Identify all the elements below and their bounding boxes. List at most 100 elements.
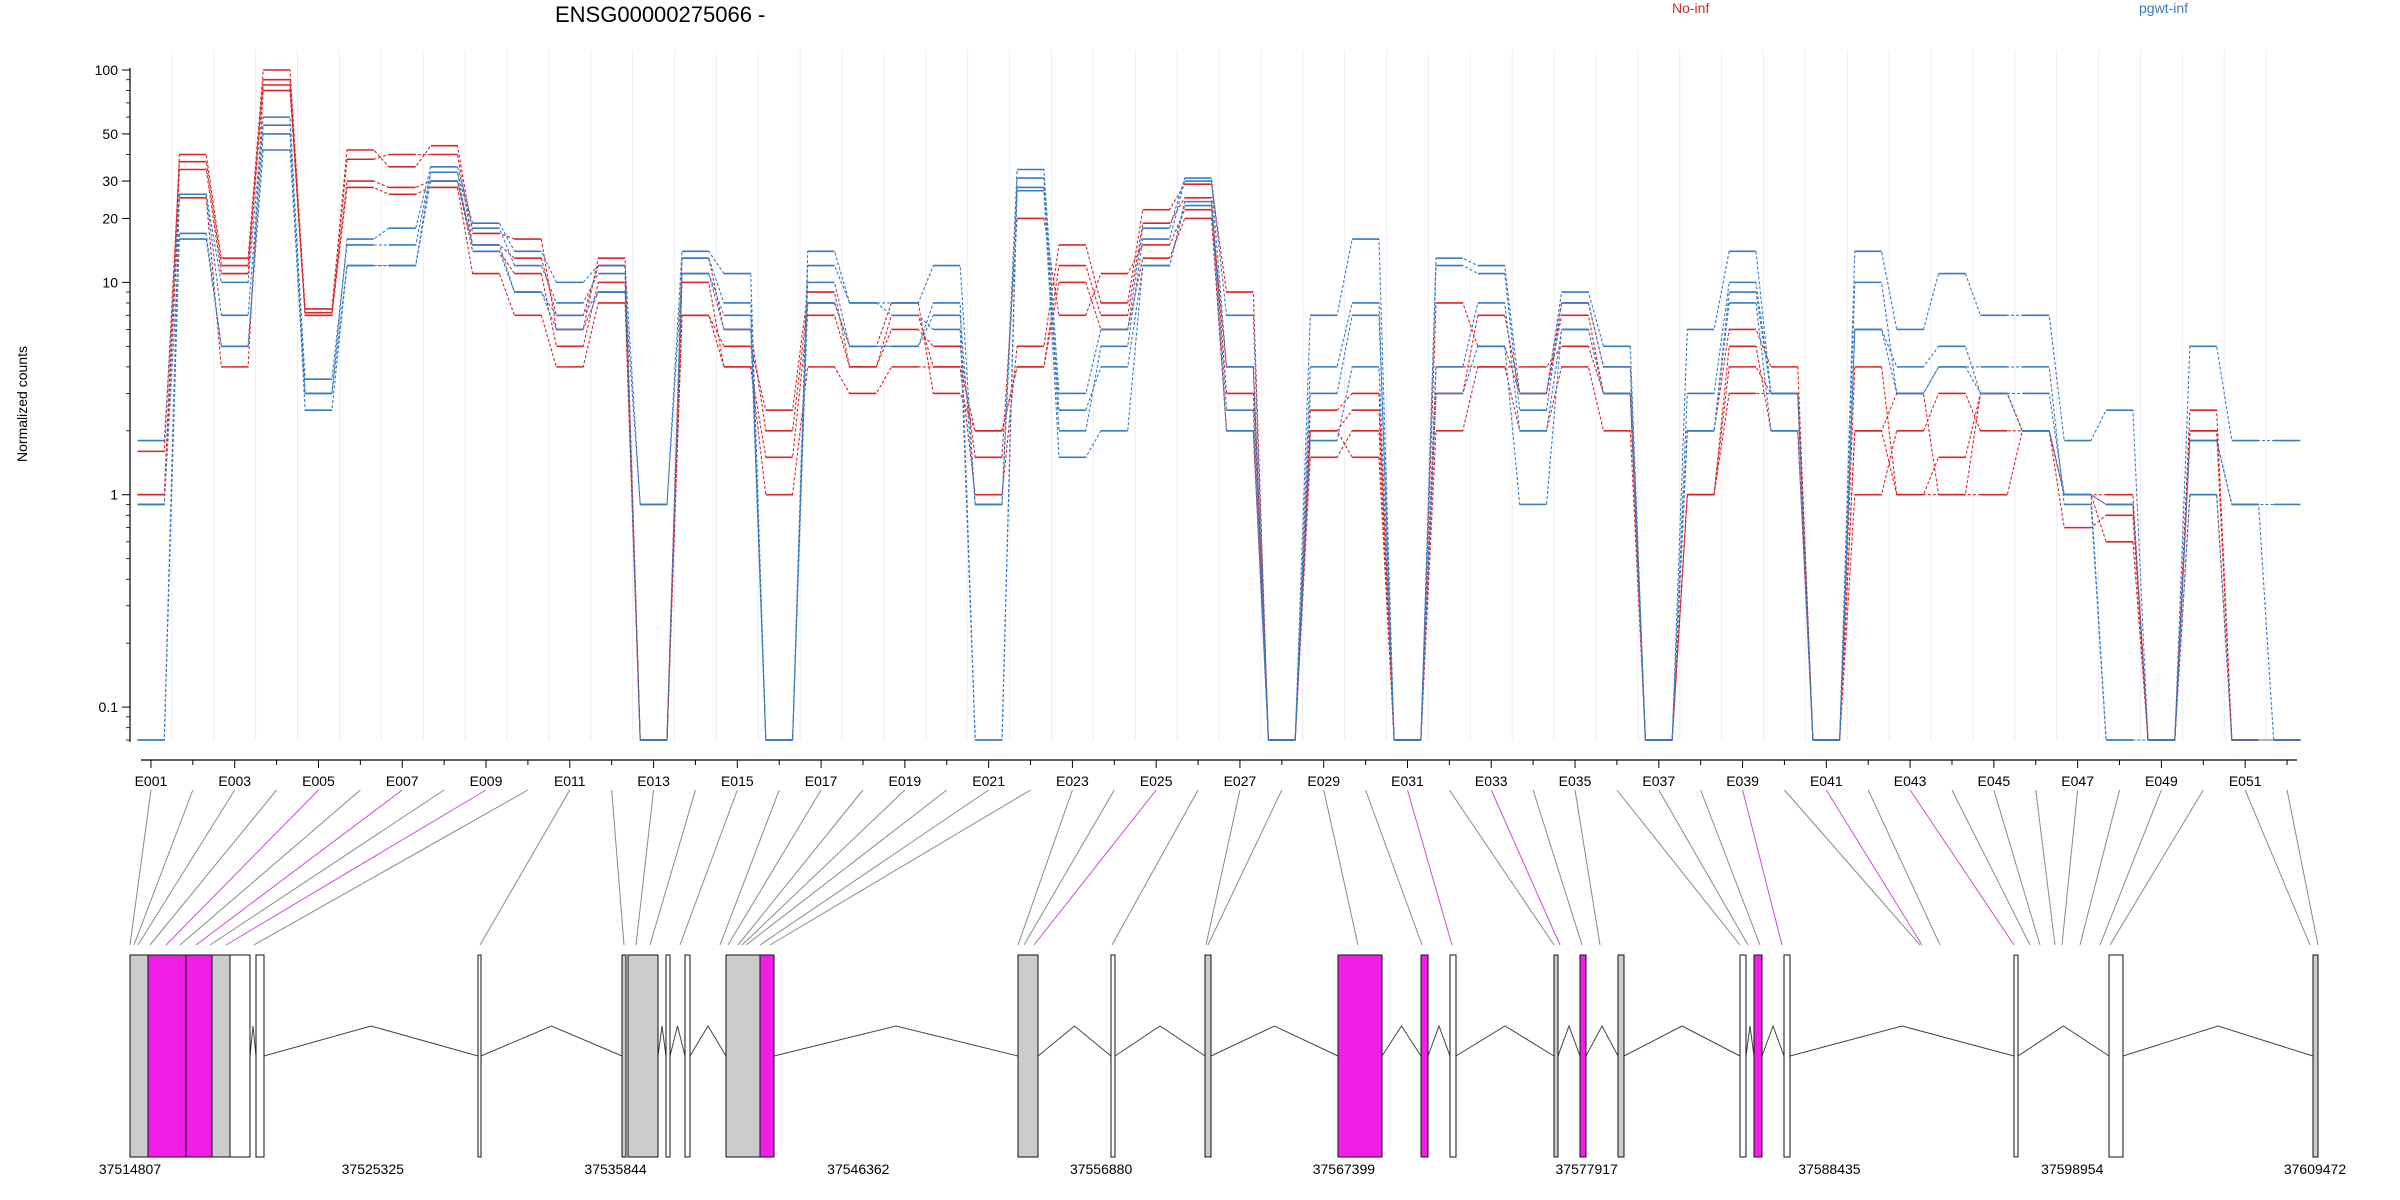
exon-box	[2013, 954, 2019, 1158]
x-axis: E001 E003 E005 E007 E009 E011 E013 E015 E017 E019…	[135, 759, 2298, 789]
exon-connector	[1574, 789, 1601, 946]
x-tick-label: E023	[1056, 773, 1089, 789]
exon-connector	[719, 789, 780, 946]
exon-box	[1617, 954, 1625, 1158]
exon-connector	[1658, 789, 1749, 946]
exon-connector	[195, 789, 403, 946]
exon-box	[684, 954, 691, 1158]
exon-connectors	[129, 789, 2319, 946]
exon-connector	[253, 789, 529, 946]
exon-connector	[2079, 789, 2121, 946]
exon-connector	[2244, 789, 2311, 946]
exon-connector	[679, 789, 738, 946]
x-tick-label: E049	[2145, 773, 2178, 789]
exon-connector	[611, 789, 625, 946]
y-tick-label: 10	[102, 274, 118, 290]
exon-connector	[179, 789, 361, 946]
series-line-no-inf	[137, 79, 2301, 741]
intron-line	[1381, 1025, 1422, 1057]
exon-connector	[1490, 789, 1561, 946]
x-tick-label: E033	[1475, 773, 1508, 789]
intron-line	[657, 1025, 667, 1057]
intron-line	[1557, 1024, 1581, 1057]
intron-line	[1114, 1025, 1206, 1057]
intron-line	[1761, 1024, 1785, 1057]
exon-box	[1204, 954, 1212, 1158]
exon-connector	[2061, 789, 2079, 946]
x-tick-label: E031	[1391, 773, 1424, 789]
exon-box	[1449, 954, 1457, 1158]
genomic-coordinate-label: 37588435	[1798, 1161, 1861, 1177]
x-tick-label: E047	[2061, 773, 2094, 789]
exon-connector	[479, 789, 571, 946]
exon-connector	[1700, 789, 1761, 946]
exon-connector	[2035, 789, 2056, 946]
x-tick-label: E021	[972, 773, 1005, 789]
x-tick-label: E045	[1978, 773, 2011, 789]
exon-connector	[1033, 789, 1157, 946]
exon-connector	[2099, 789, 2162, 946]
exon-connector	[741, 789, 906, 946]
intron-line	[263, 1025, 479, 1057]
intron-line	[1745, 1025, 1755, 1057]
exon-connector	[1017, 789, 1073, 946]
series-line-pgwt-inf	[137, 124, 2301, 741]
intron-line	[689, 1025, 727, 1057]
exon-box	[147, 954, 187, 1158]
exon-box	[1739, 954, 1747, 1158]
x-tick-label: E007	[386, 773, 419, 789]
exon-connector	[737, 789, 864, 946]
exon-box	[229, 954, 251, 1158]
exon-connector	[1448, 789, 1555, 946]
exon-box	[2312, 954, 2319, 1158]
exon-connector	[1023, 789, 1115, 946]
intron-line	[1037, 1025, 1112, 1057]
x-tick-label: E027	[1224, 773, 1257, 789]
exon-connector	[759, 789, 989, 946]
exon-connector	[1825, 789, 1923, 946]
genomic-coordinate-label: 37546362	[827, 1161, 890, 1177]
intron-line	[1455, 1025, 1555, 1057]
exon-connector	[1365, 789, 1423, 946]
y-tick-label: 1	[110, 487, 118, 503]
exon-connector	[1909, 789, 2015, 946]
chart-title: ENSG00000275066 -	[555, 2, 766, 27]
genomic-coordinate-label: 37577917	[1556, 1161, 1619, 1177]
exon-box	[1017, 954, 1039, 1158]
x-tick-label: E013	[637, 773, 670, 789]
intron-line	[2017, 1025, 2110, 1057]
x-tick-label: E015	[721, 773, 754, 789]
exon-connector	[635, 789, 655, 946]
y-tick-label: 20	[102, 210, 118, 226]
series-line-pgwt-inf	[137, 116, 2301, 741]
genomic-coordinate-label: 37525325	[342, 1161, 405, 1177]
legend-entry-pgwt-inf: pgwt-inf	[2139, 0, 2189, 16]
x-tick-label: E041	[1810, 773, 1843, 789]
genomic-coordinate-label: 37567399	[1313, 1161, 1376, 1177]
intron-line	[669, 1025, 686, 1057]
exon-connector	[129, 789, 152, 946]
genomic-coordinate-label: 37514807	[99, 1161, 162, 1177]
exon-box	[255, 954, 265, 1158]
exon-box	[627, 954, 659, 1158]
x-tick-label: E001	[135, 773, 168, 789]
intron-line	[773, 1025, 1019, 1057]
genomic-coordinate-label: 37609472	[2284, 1161, 2347, 1177]
exon-connector	[1111, 789, 1199, 946]
exon-box	[477, 954, 482, 1158]
exon-box	[185, 954, 213, 1158]
exon-connector	[1867, 789, 1941, 946]
x-tick-label: E051	[2229, 773, 2262, 789]
exon-connector	[2286, 789, 2319, 946]
exon-connector	[1407, 789, 1453, 946]
exon-box	[621, 954, 627, 1158]
exon-connector	[165, 789, 319, 946]
exon-box	[1110, 954, 1116, 1158]
exon-connector	[1532, 789, 1583, 946]
legend-entry-no-inf: No-inf	[1672, 0, 1710, 16]
exon-connector	[1742, 789, 1783, 946]
grid-lines	[171, 50, 2267, 740]
x-tick-label: E043	[1894, 773, 1927, 789]
intron-line	[1789, 1025, 2015, 1057]
x-tick-label: E005	[302, 773, 335, 789]
